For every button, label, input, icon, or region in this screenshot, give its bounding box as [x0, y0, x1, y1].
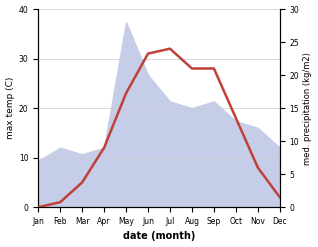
Y-axis label: med. precipitation (kg/m2): med. precipitation (kg/m2) [303, 52, 313, 165]
X-axis label: date (month): date (month) [123, 231, 195, 242]
Y-axis label: max temp (C): max temp (C) [5, 77, 15, 139]
